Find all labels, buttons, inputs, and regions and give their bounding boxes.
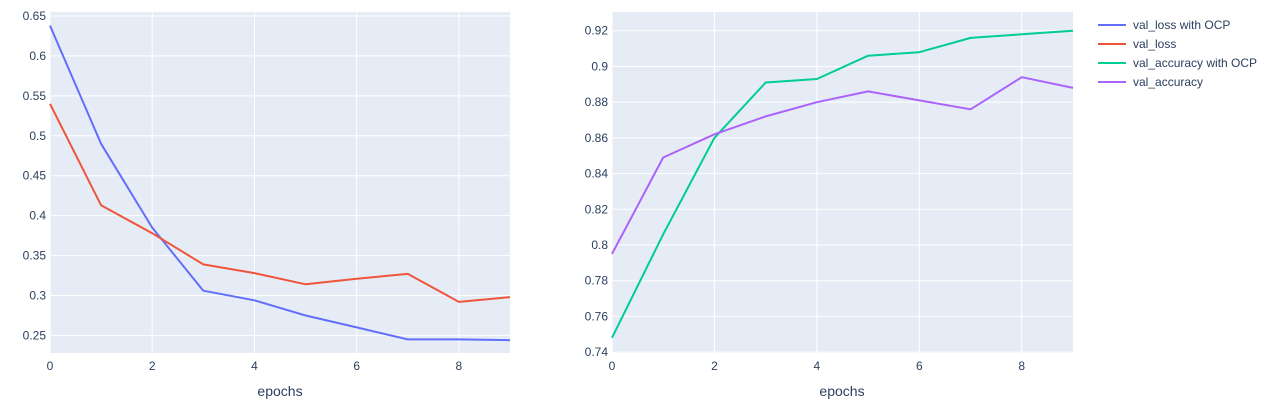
y-tick-label: 0.86 [585,131,609,145]
x-tick-label: 0 [47,359,54,373]
legend-item-val-accuracy-ocp[interactable]: val_accuracy with OCP [1098,56,1257,70]
legend[interactable]: val_loss with OCP val_loss val_accuracy … [1098,18,1257,89]
x-tick-label: 8 [1018,359,1025,373]
loss-gridlines [49,12,510,353]
y-tick-label: 0.78 [585,274,609,288]
accuracy-series-line-0 [611,29,1074,339]
loss-plot-background [50,12,510,353]
x-tick-label: 0 [609,359,616,373]
legend-item-val-accuracy[interactable]: val_accuracy [1098,75,1203,89]
x-tick-label: 2 [149,359,156,373]
y-tick-label: 0.92 [585,24,609,38]
y-tick-label: 0.4 [29,209,46,223]
y-tick-label: 0.88 [585,95,609,109]
legend-label: val_accuracy [1133,75,1203,89]
x-tick-label: 4 [251,359,258,373]
legend-label: val_loss [1133,37,1176,51]
y-tick-label: 0.55 [23,89,47,103]
y-tick-label: 0.74 [585,345,609,359]
legend-label: val_loss with OCP [1133,18,1230,32]
accuracy-x-axis-title: epochs [819,383,864,399]
loss-y-tick-labels: 0.25 0.3 0.35 0.4 0.45 0.5 0.55 0.6 0.65 [23,9,47,342]
y-tick-label: 0.35 [23,249,47,263]
legend-item-val-loss-ocp[interactable]: val_loss with OCP [1098,18,1230,32]
legend-label: val_accuracy with OCP [1133,56,1257,70]
y-tick-label: 0.8 [591,238,608,252]
y-tick-label: 0.5 [29,129,46,143]
y-tick-label: 0.76 [585,309,609,323]
x-tick-label: 8 [456,359,463,373]
accuracy-x-tick-labels: 0 2 4 6 8 [609,359,1026,373]
y-tick-label: 0.9 [591,59,608,73]
accuracy-lines [611,29,1074,339]
y-tick-label: 0.84 [585,167,609,181]
loss-lines [49,25,511,342]
y-tick-label: 0.3 [29,289,46,303]
legend-item-val-loss[interactable]: val_loss [1098,37,1176,51]
loss-x-tick-labels: 0 2 4 6 8 [47,359,463,373]
accuracy-y-tick-labels: 0.74 0.76 0.78 0.8 0.82 0.84 0.86 0.88 0.9 0.92 [585,24,609,359]
y-tick-label: 0.25 [23,328,47,342]
x-tick-label: 6 [916,359,923,373]
x-tick-label: 2 [711,359,718,373]
y-tick-label: 0.45 [23,169,47,183]
loss-series-line-1 [49,103,511,303]
loss-series-line-0 [49,25,511,342]
y-tick-label: 0.65 [23,9,47,23]
accuracy-subplot: 0 2 4 6 8 0.74 0.76 0.78 0.8 0.82 0.84 0.86 0.88 0.9… [585,12,1074,399]
loss-subplot: 0 2 4 6 8 0.25 0.3 0.35 0.4 0.45 0.5 0.55 0.6 0.65 e… [23,9,511,399]
accuracy-plot-background [612,12,1073,353]
y-tick-label: 0.6 [29,49,46,63]
x-tick-label: 6 [353,359,360,373]
accuracy-series-line-1 [611,76,1074,255]
loss-x-axis-title: epochs [257,383,302,399]
x-tick-label: 4 [814,359,821,373]
y-tick-label: 0.82 [585,202,609,216]
